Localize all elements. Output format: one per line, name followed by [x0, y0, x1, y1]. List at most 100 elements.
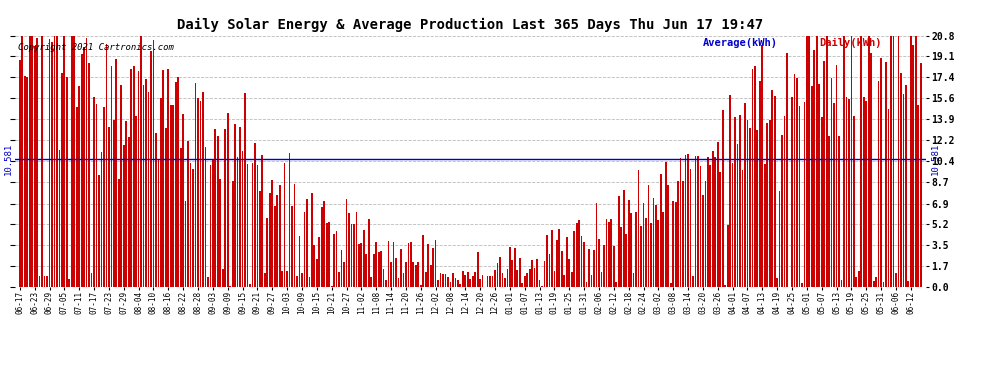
Bar: [769, 120, 770, 287]
Bar: [647, 185, 649, 287]
Bar: [152, 40, 154, 287]
Bar: [910, 36, 912, 287]
Bar: [274, 206, 275, 287]
Bar: [524, 276, 526, 287]
Bar: [299, 236, 300, 287]
Bar: [170, 105, 171, 287]
Bar: [497, 263, 498, 287]
Bar: [638, 170, 640, 287]
Bar: [633, 273, 635, 287]
Bar: [410, 242, 412, 287]
Bar: [336, 231, 338, 287]
Bar: [385, 279, 387, 287]
Bar: [321, 207, 323, 287]
Bar: [380, 251, 382, 287]
Bar: [697, 156, 699, 287]
Bar: [839, 136, 840, 287]
Bar: [29, 36, 31, 287]
Bar: [677, 181, 679, 287]
Bar: [682, 181, 684, 287]
Bar: [537, 258, 538, 287]
Bar: [712, 151, 714, 287]
Bar: [150, 51, 151, 287]
Bar: [578, 220, 580, 287]
Bar: [759, 81, 760, 287]
Bar: [754, 66, 755, 287]
Bar: [83, 47, 85, 287]
Bar: [88, 63, 90, 287]
Bar: [611, 219, 612, 287]
Bar: [900, 72, 902, 287]
Bar: [623, 190, 625, 287]
Bar: [652, 198, 654, 287]
Bar: [237, 157, 239, 287]
Bar: [58, 150, 60, 287]
Bar: [746, 120, 748, 287]
Bar: [845, 97, 847, 287]
Bar: [454, 278, 456, 287]
Bar: [804, 102, 805, 287]
Bar: [717, 142, 719, 287]
Bar: [583, 242, 585, 287]
Bar: [799, 106, 800, 287]
Bar: [853, 116, 854, 287]
Bar: [128, 137, 130, 287]
Bar: [720, 171, 721, 287]
Bar: [868, 36, 869, 287]
Bar: [106, 44, 107, 287]
Bar: [309, 276, 310, 287]
Bar: [766, 123, 768, 287]
Bar: [464, 274, 466, 287]
Bar: [177, 77, 179, 287]
Bar: [643, 203, 644, 287]
Bar: [665, 162, 666, 287]
Bar: [289, 153, 290, 287]
Bar: [306, 199, 308, 287]
Bar: [534, 268, 536, 287]
Bar: [809, 36, 810, 287]
Bar: [346, 199, 347, 287]
Bar: [136, 116, 137, 287]
Bar: [413, 262, 414, 287]
Bar: [514, 248, 516, 287]
Bar: [829, 136, 830, 287]
Bar: [707, 157, 709, 287]
Bar: [751, 69, 753, 287]
Bar: [628, 200, 630, 287]
Bar: [690, 169, 691, 287]
Bar: [702, 195, 704, 287]
Bar: [781, 135, 783, 287]
Bar: [160, 98, 161, 287]
Bar: [329, 222, 330, 287]
Bar: [834, 103, 835, 287]
Bar: [675, 202, 676, 287]
Bar: [855, 277, 857, 287]
Bar: [774, 96, 775, 287]
Bar: [314, 245, 315, 287]
Bar: [918, 105, 919, 287]
Bar: [202, 92, 204, 287]
Bar: [175, 82, 176, 287]
Bar: [655, 204, 656, 287]
Bar: [271, 180, 273, 287]
Text: Average(kWh): Average(kWh): [703, 38, 777, 48]
Bar: [586, 282, 587, 287]
Bar: [863, 98, 864, 287]
Bar: [217, 136, 219, 287]
Bar: [383, 269, 384, 287]
Bar: [423, 235, 424, 287]
Bar: [66, 77, 67, 287]
Bar: [794, 74, 795, 287]
Bar: [487, 276, 488, 287]
Bar: [172, 105, 174, 287]
Bar: [727, 225, 729, 287]
Bar: [363, 230, 364, 287]
Bar: [39, 276, 41, 287]
Bar: [447, 277, 448, 287]
Bar: [165, 128, 166, 287]
Bar: [836, 65, 838, 287]
Bar: [685, 155, 686, 287]
Bar: [657, 220, 659, 287]
Bar: [138, 71, 140, 287]
Bar: [34, 46, 36, 287]
